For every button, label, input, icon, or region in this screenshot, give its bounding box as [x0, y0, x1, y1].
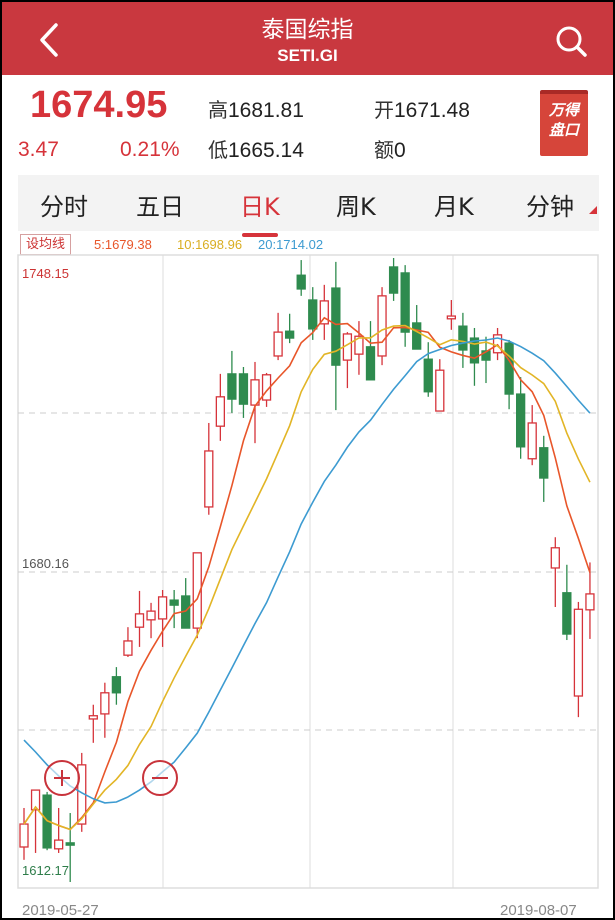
candle-up — [573, 608, 584, 697]
candle-down — [238, 373, 249, 405]
amount-stat: 额0 — [374, 134, 406, 163]
candle-up — [354, 335, 364, 355]
candle-up — [88, 715, 98, 720]
chevron-left-icon[interactable] — [34, 22, 66, 58]
candle-down — [423, 358, 433, 393]
candle-down — [539, 447, 549, 479]
ma20-value: 20:1714.02 — [258, 237, 324, 252]
candle-down — [284, 330, 295, 339]
candle-up — [492, 334, 503, 354]
dropdown-triangle-icon[interactable] — [589, 206, 597, 214]
high-label: 高 — [208, 98, 228, 122]
low-label: 低 — [208, 138, 228, 162]
candle-down — [516, 393, 526, 448]
candle-up — [123, 640, 133, 656]
candle-up — [19, 823, 29, 848]
ma20-line — [23, 337, 591, 804]
tab-five-day[interactable]: 五日 — [136, 193, 184, 221]
ma10-line — [23, 324, 591, 831]
candle-down — [65, 842, 75, 846]
ma5-value: 5:1679.38 — [94, 237, 152, 252]
y-max-label: 1748.15 — [22, 266, 69, 281]
candle-up — [54, 839, 64, 850]
candle-down — [227, 373, 237, 400]
tab-intraday[interactable]: 分时 — [40, 193, 88, 221]
candle-down — [308, 299, 318, 330]
candle-down — [504, 342, 514, 395]
open-label: 开 — [374, 98, 394, 122]
candle-down — [365, 346, 376, 381]
candle-up — [146, 610, 156, 621]
last-price: 1674.95 — [30, 84, 168, 126]
amount-value: 0 — [394, 139, 406, 162]
candle-up — [157, 596, 168, 620]
candle-down — [469, 337, 480, 364]
candle-up — [204, 450, 214, 508]
wind-orderbook-button[interactable]: 万得 盘口 — [540, 90, 588, 156]
app-header: 泰国综指 SETI.GI — [2, 2, 613, 75]
candle-down — [111, 676, 122, 694]
start-date: 2019-05-27 — [22, 902, 99, 918]
low-stat: 低1665.14 — [208, 134, 304, 163]
high-value: 1681.81 — [228, 99, 304, 122]
candle-down — [412, 322, 422, 350]
candle-up — [134, 613, 145, 628]
index-code: SETI.GI — [277, 46, 338, 65]
price-change-pct: 0.21% — [120, 138, 180, 161]
ma10-value: 10:1698.96 — [177, 237, 243, 252]
y-mid-label: 1680.16 — [22, 556, 69, 571]
open-stat: 开1671.48 — [374, 94, 470, 123]
candle-down — [458, 325, 468, 351]
badge-line2: 盘口 — [548, 121, 579, 139]
candle-down — [169, 599, 179, 606]
candle-up — [30, 789, 41, 811]
candle-up — [527, 422, 537, 460]
candle-up — [319, 300, 329, 325]
candle-down — [388, 266, 399, 294]
period-tabs: 分时 五日 日K 周K 月K 分钟 — [18, 175, 599, 237]
candle-up — [585, 593, 595, 611]
candle-down — [400, 272, 410, 333]
end-date: 2019-08-07 — [500, 902, 577, 918]
candle-down — [562, 592, 572, 635]
open-value: 1671.48 — [394, 99, 470, 122]
search-icon[interactable] — [554, 24, 588, 58]
tab-monthly-k[interactable]: 月K — [434, 193, 474, 221]
tab-daily-k[interactable]: 日K — [240, 187, 280, 237]
y-min-label: 1612.17 — [22, 863, 69, 878]
tab-weekly-k[interactable]: 周K — [336, 193, 376, 221]
tab-minute[interactable]: 分钟 — [526, 193, 574, 221]
candle-up — [446, 315, 457, 320]
candle-up — [377, 295, 387, 357]
price-change: 3.47 — [18, 138, 59, 161]
candle-down — [331, 287, 341, 366]
candle-up — [192, 552, 202, 629]
candle-down — [296, 274, 306, 290]
high-stat: 高1681.81 — [208, 94, 304, 123]
low-value: 1665.14 — [228, 139, 304, 162]
badge-line1: 万得 — [548, 101, 579, 119]
candle-up — [435, 369, 445, 412]
candle-up — [100, 692, 110, 715]
amount-label: 额 — [374, 138, 394, 162]
page-title: 泰国综指 — [261, 17, 354, 43]
candle-up — [550, 547, 560, 569]
candle-up — [215, 396, 226, 427]
candle-up — [273, 331, 283, 357]
